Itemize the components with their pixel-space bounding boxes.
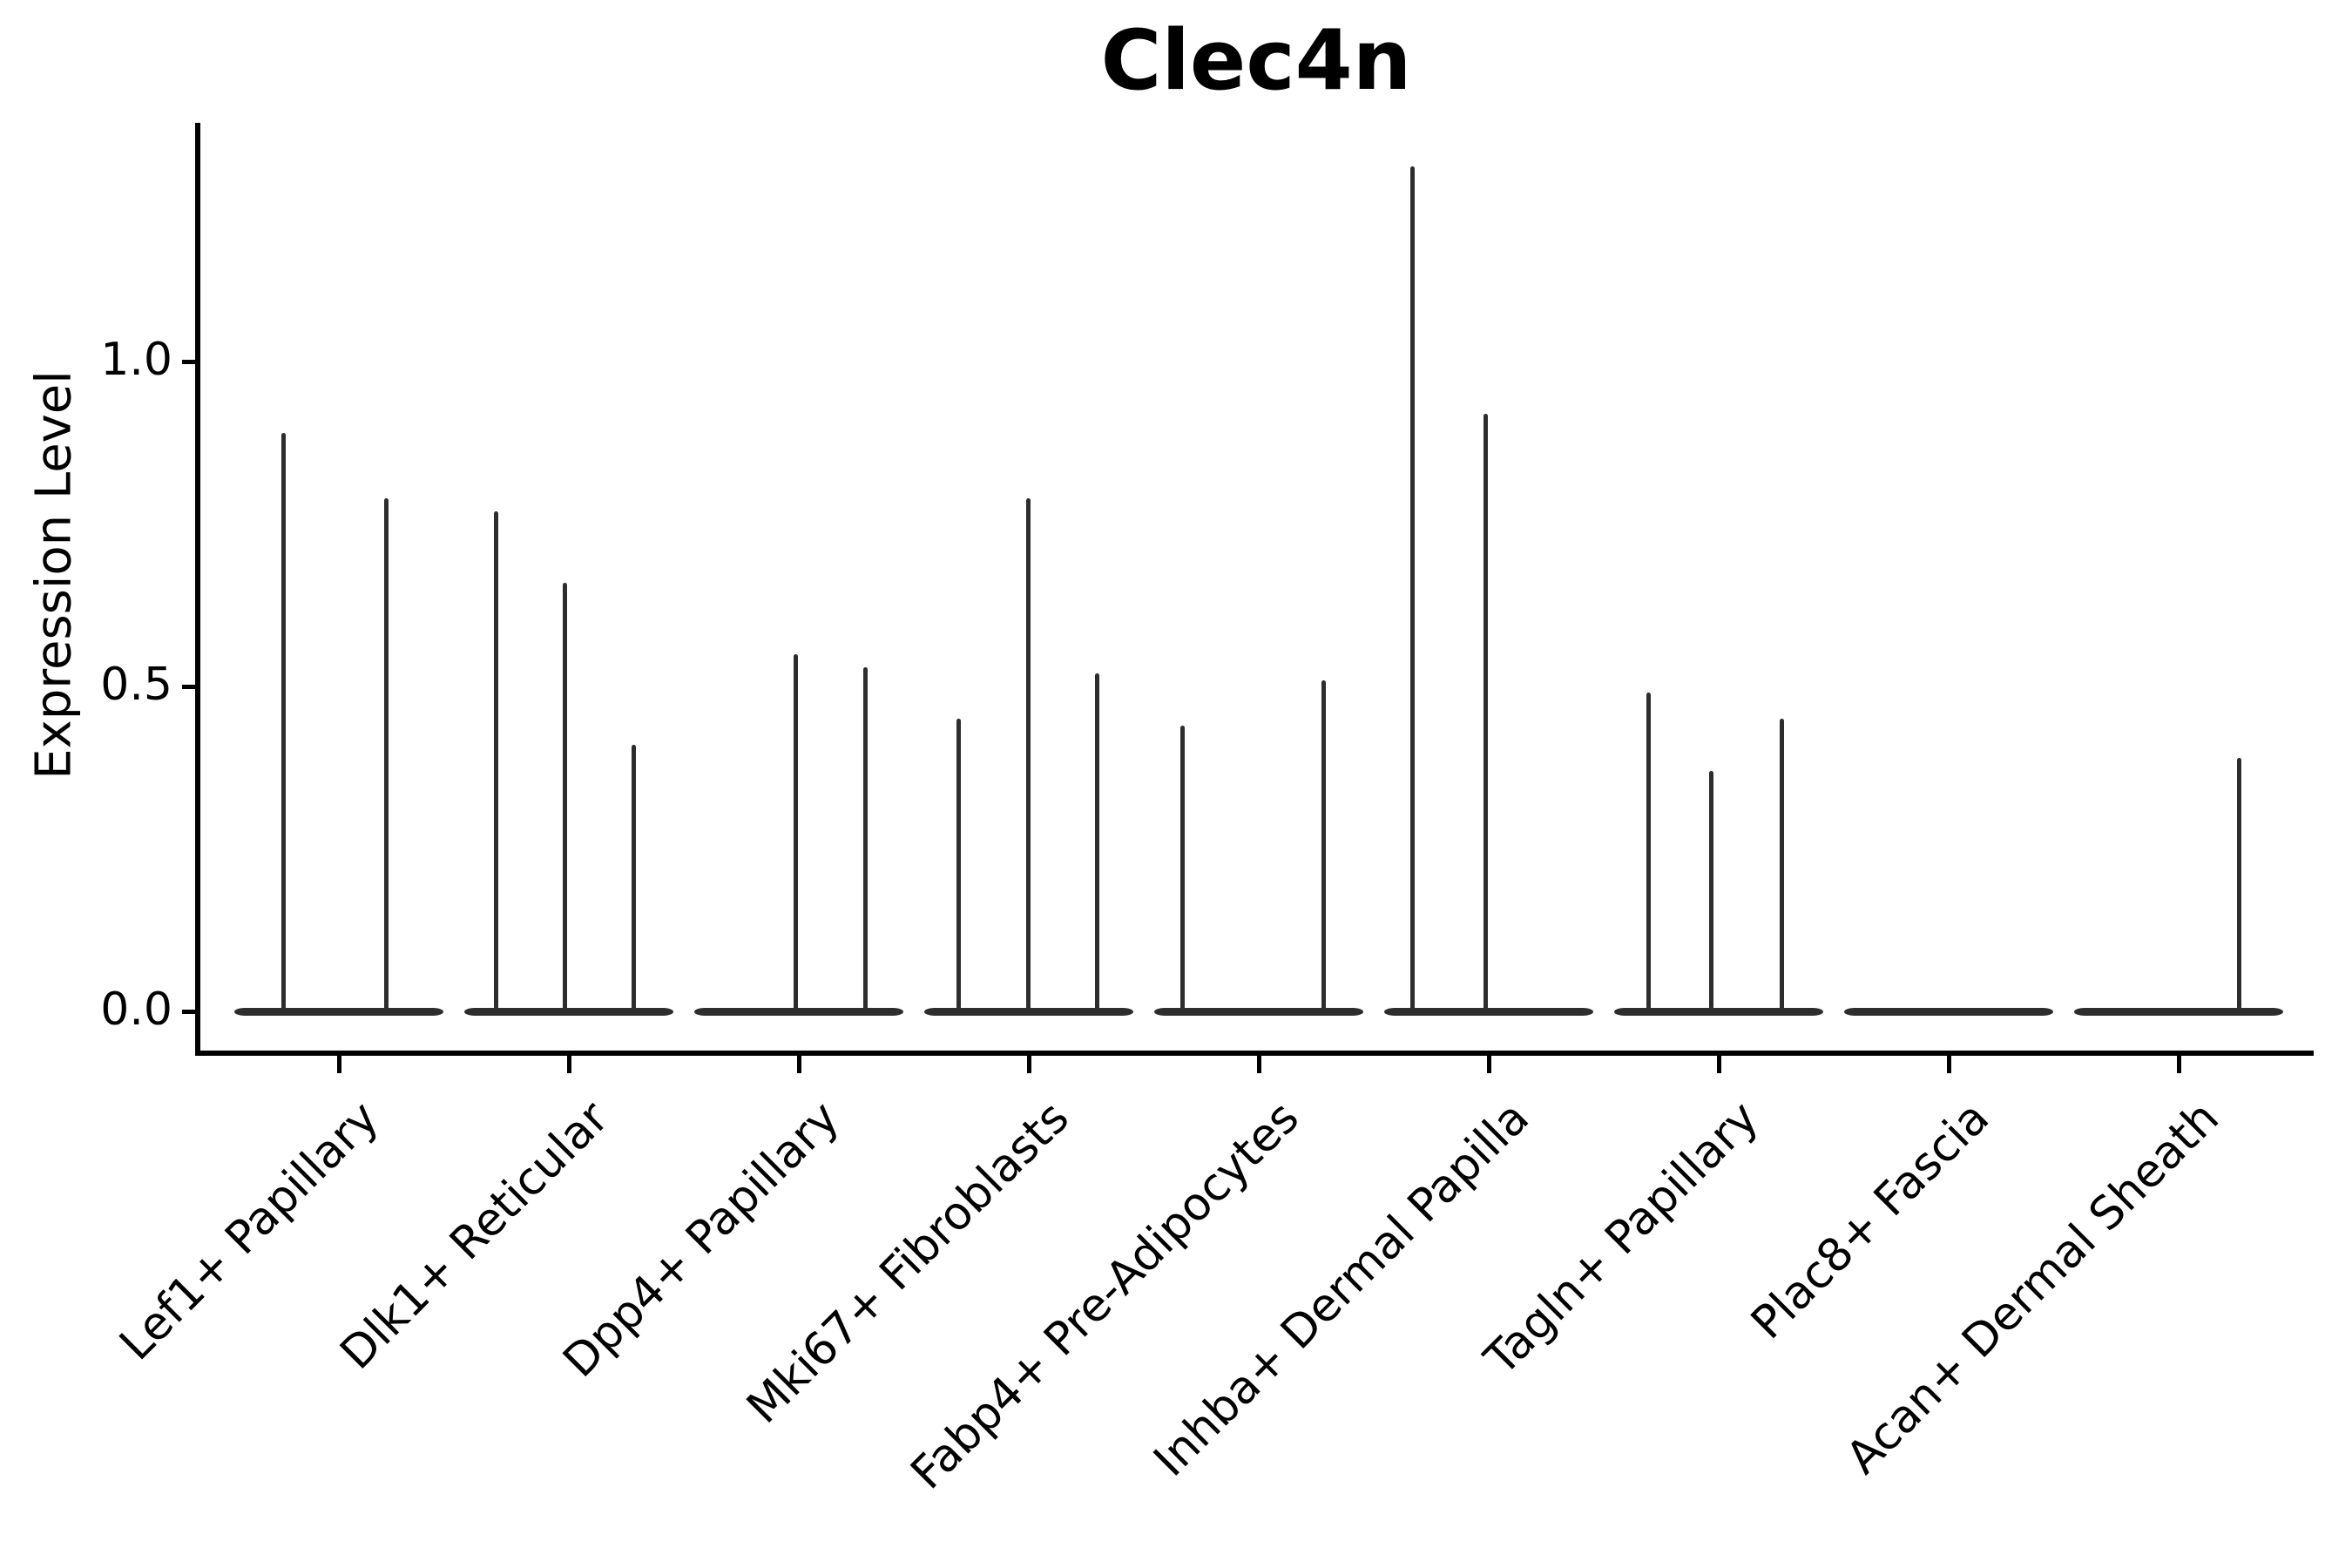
x-tick-label: Fabp4+ Pre-Adipocytes bbox=[901, 1092, 1309, 1500]
y-tick bbox=[182, 360, 198, 364]
y-tick-label: 0.5 bbox=[100, 658, 172, 711]
violin-spike bbox=[1780, 719, 1784, 1015]
x-tick-label: Acan+ Dermal Sheath bbox=[1835, 1092, 2229, 1484]
x-tick bbox=[1717, 1056, 1721, 1073]
violin-spike bbox=[1484, 413, 1488, 1015]
violin-spike bbox=[1095, 673, 1099, 1015]
violin-base bbox=[234, 1008, 443, 1016]
x-tick bbox=[1487, 1056, 1491, 1073]
violin-base bbox=[694, 1008, 903, 1016]
violin-spike bbox=[1026, 497, 1031, 1015]
violin-spike bbox=[956, 719, 961, 1015]
plot-title: Clec4n bbox=[1100, 13, 1412, 109]
violin-spike bbox=[1321, 679, 1326, 1015]
violin-base bbox=[1844, 1008, 2053, 1016]
x-tick bbox=[1027, 1056, 1031, 1073]
y-tick-label: 1.0 bbox=[100, 333, 172, 386]
y-axis-label: Expression Level bbox=[25, 370, 83, 780]
violin-spike bbox=[794, 653, 798, 1015]
violin-base bbox=[464, 1008, 673, 1016]
violin-spike bbox=[1709, 770, 1713, 1015]
x-tick bbox=[2177, 1056, 2181, 1073]
y-axis-spine bbox=[195, 123, 200, 1056]
violin-base bbox=[1614, 1008, 1823, 1016]
violin-spike bbox=[632, 745, 636, 1015]
violin-spike bbox=[563, 582, 567, 1015]
x-tick bbox=[1257, 1056, 1261, 1073]
y-tick bbox=[182, 1010, 198, 1014]
x-tick bbox=[337, 1056, 341, 1073]
y-tick bbox=[182, 685, 198, 689]
x-tick bbox=[567, 1056, 571, 1073]
violin-base bbox=[1384, 1008, 1593, 1016]
violin-spike bbox=[1410, 166, 1415, 1015]
violin-base bbox=[2074, 1008, 2283, 1016]
violin-spike bbox=[281, 433, 286, 1015]
x-tick-label: Plac8+ Fascia bbox=[1740, 1092, 1999, 1350]
y-tick-label: 0.0 bbox=[100, 983, 172, 1036]
violin-spike bbox=[494, 510, 498, 1015]
violin-spike bbox=[1180, 725, 1185, 1015]
violin-spike bbox=[863, 666, 868, 1015]
x-tick bbox=[1947, 1056, 1951, 1073]
x-axis-line bbox=[195, 1051, 2314, 1056]
violin-spike bbox=[384, 497, 389, 1015]
violin-spike bbox=[2237, 758, 2241, 1015]
violin-spike bbox=[1646, 693, 1651, 1015]
violin-base bbox=[1154, 1008, 1363, 1016]
x-tick-label: Inhba+ Dermal Papilla bbox=[1144, 1092, 1539, 1487]
x-tick bbox=[797, 1056, 801, 1073]
